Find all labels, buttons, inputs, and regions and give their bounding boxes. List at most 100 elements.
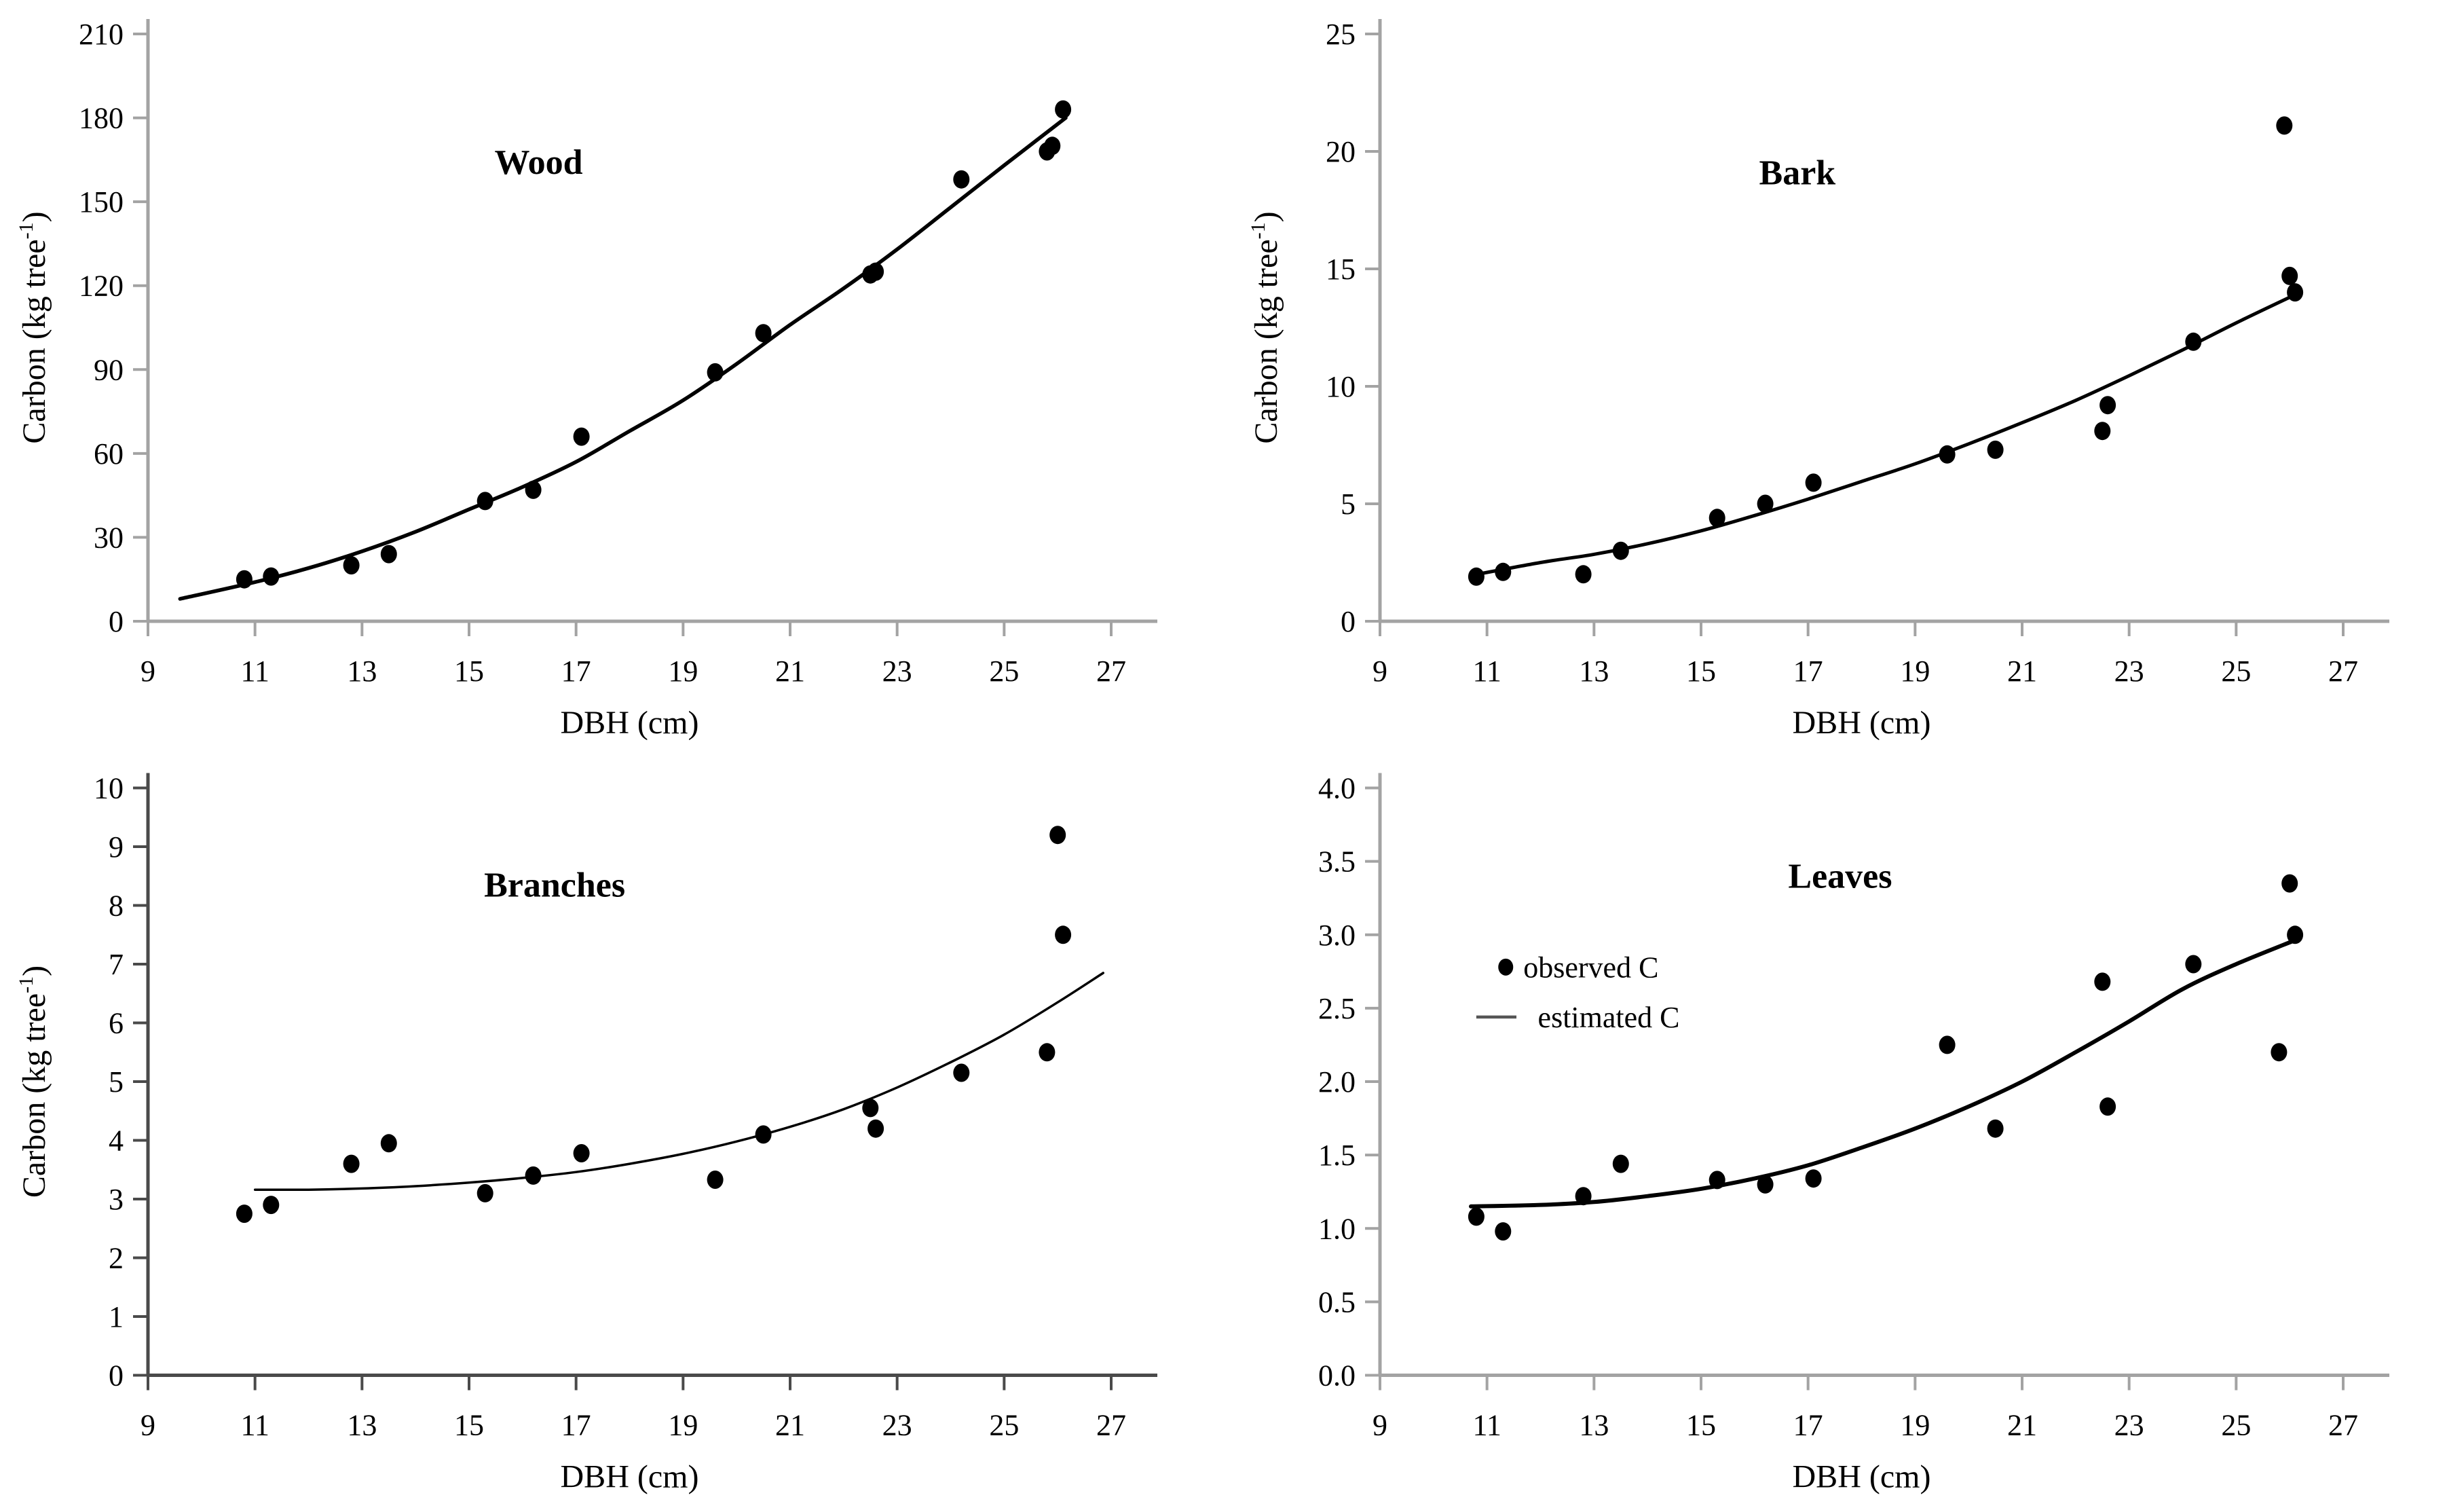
- data-point: [2185, 332, 2202, 351]
- y-tick-label: 7: [109, 948, 124, 981]
- x-tick-label: 11: [240, 1409, 269, 1442]
- data-point: [343, 556, 360, 575]
- bark-panel: 9 11 13 15 17 19 21 23 25 27 0 5 10 15 20 25 DBH (cm) Car…: [1232, 0, 2464, 754]
- x-axis-title: DBH (cm): [561, 705, 699, 741]
- leaves-chart: 9 11 13 15 17 19 21 23 25 27 0.0 0.5 1.0 1.5 2.0 2.5 3.0…: [1318, 772, 2389, 1495]
- data-point: [1939, 445, 1956, 464]
- x-tick-label: 23: [882, 655, 912, 688]
- x-tick-label: 27: [1096, 655, 1126, 688]
- y-tick-label: 2.0: [1318, 1065, 1356, 1099]
- y-tick-label: 180: [79, 102, 124, 135]
- x-tick-label: 17: [561, 655, 591, 688]
- legend-dot-marker: [1498, 958, 1514, 976]
- y-axis-title: Carbon (kg tree-1): [1247, 211, 1284, 443]
- x-tick-label: 21: [775, 1409, 805, 1442]
- x-tick-label: 21: [775, 655, 805, 688]
- data-point: [1709, 509, 1725, 528]
- fit-curve: [1469, 937, 2300, 1209]
- data-point: [1049, 826, 1066, 845]
- data-point: [2287, 283, 2304, 302]
- legend-label: estimated C: [1538, 1001, 1680, 1034]
- y-tick-label: 210: [79, 18, 124, 51]
- y-tick-label: 120: [79, 270, 124, 303]
- fit-curve: [253, 972, 1104, 1192]
- data-point: [525, 1166, 542, 1185]
- data-point: [263, 567, 280, 586]
- data-point: [263, 1196, 280, 1215]
- y-tick-label: 5: [1341, 488, 1356, 521]
- y-tick-label: 0.0: [1318, 1359, 1356, 1393]
- data-point: [867, 262, 884, 281]
- data-point: [867, 1119, 884, 1138]
- y-axis-title: Carbon (kg tree-1): [15, 211, 52, 443]
- data-point: [2276, 116, 2293, 135]
- x-tick-label: 13: [1579, 1409, 1609, 1442]
- bark-chart: 9 11 13 15 17 19 21 23 25 27 0 5 10 15 20 25 DBH (cm) Car…: [1247, 18, 2389, 741]
- x-tick-label: 19: [668, 655, 698, 688]
- y-tick-label: 25: [1326, 18, 1356, 51]
- data-point: [525, 480, 542, 499]
- data-point: [2094, 422, 2111, 441]
- y-tick-label: 3.0: [1318, 919, 1356, 952]
- x-tick-label: 9: [1373, 655, 1387, 688]
- data-point: [707, 1171, 724, 1189]
- y-tick-label: 15: [1326, 253, 1356, 286]
- x-tick-label: 23: [2114, 655, 2144, 688]
- y-tick-label: 30: [94, 521, 124, 554]
- data-point: [2271, 1043, 2288, 1062]
- data-point: [1039, 1043, 1056, 1062]
- data-point: [1939, 1035, 1956, 1054]
- x-tick-label: 9: [141, 1409, 155, 1442]
- data-point: [1575, 565, 1592, 584]
- x-tick-label: 15: [454, 1409, 484, 1442]
- data-point: [1495, 1222, 1512, 1241]
- legend-label: observed C: [1523, 951, 1658, 984]
- y-tick-label: 150: [79, 185, 124, 219]
- y-tick-label: 3: [109, 1183, 124, 1216]
- leaves-panel: 9 11 13 15 17 19 21 23 25 27 0.0 0.5 1.0 1.5 2.0 2.5 3.0…: [1232, 754, 2464, 1508]
- y-tick-label: 4: [109, 1124, 124, 1158]
- data-point: [236, 570, 253, 589]
- data-point: [1495, 562, 1512, 581]
- x-tick-label: 23: [2114, 1409, 2144, 1442]
- x-tick-label: 17: [561, 1409, 591, 1442]
- x-tick-label: 17: [1793, 655, 1823, 688]
- x-tick-label: 15: [454, 655, 484, 688]
- panel-title: Branches: [484, 866, 625, 905]
- x-tick-label: 27: [1096, 1409, 1126, 1442]
- data-point: [953, 170, 970, 189]
- y-tick-label: 4.0: [1318, 772, 1356, 805]
- y-tick-label: 8: [109, 889, 124, 923]
- data-point: [2099, 396, 2116, 415]
- x-tick-label: 27: [2328, 1409, 2358, 1442]
- y-tick-label: 10: [94, 772, 124, 805]
- data-point: [1468, 1207, 1485, 1226]
- y-tick-label: 0: [109, 605, 124, 638]
- y-tick-label: 90: [94, 353, 124, 386]
- data-point: [755, 324, 772, 343]
- x-tick-label: 25: [989, 1409, 1019, 1442]
- y-tick-label: 0: [1341, 605, 1356, 638]
- x-axis-title: DBH (cm): [561, 1459, 699, 1495]
- x-tick-label: 25: [2221, 1409, 2251, 1442]
- x-tick-label: 15: [1686, 655, 1716, 688]
- x-tick-label: 9: [141, 655, 155, 688]
- x-axis-title: DBH (cm): [1793, 705, 1931, 741]
- x-tick-label: 13: [347, 1409, 377, 1442]
- x-tick-label: 25: [989, 655, 1019, 688]
- y-tick-label: 20: [1326, 135, 1356, 168]
- data-point: [862, 1099, 879, 1118]
- y-tick-label: 1.5: [1318, 1139, 1356, 1172]
- y-tick-label: 3.5: [1318, 845, 1356, 879]
- y-tick-label: 60: [94, 437, 124, 471]
- x-tick-label: 17: [1793, 1409, 1823, 1442]
- y-tick-label: 0.5: [1318, 1285, 1356, 1319]
- wood-chart: 9 11 13 15 17 19 21 23 25 27 0 30 60 90 120 150 180 210 DB…: [15, 18, 1157, 741]
- data-point: [1709, 1171, 1725, 1190]
- data-point: [477, 492, 493, 511]
- data-point: [2287, 925, 2304, 944]
- data-point: [1757, 494, 1774, 513]
- y-tick-label: 1.0: [1318, 1212, 1356, 1245]
- data-point: [1612, 1154, 1629, 1173]
